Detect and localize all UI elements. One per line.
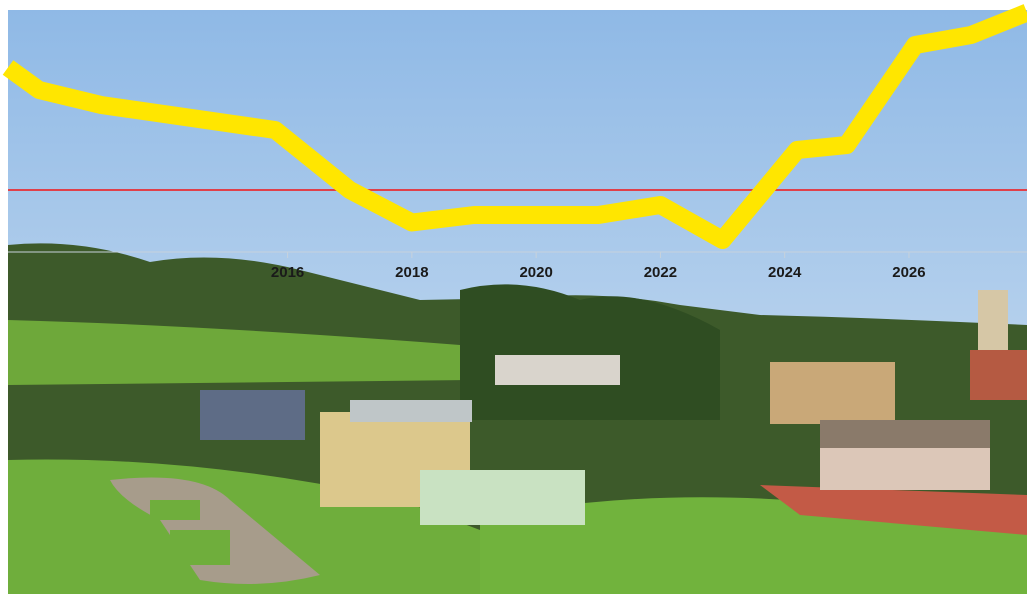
page: {"chart_data": {"type": "line", "x": [20… (0, 0, 1027, 594)
chart: 2016 2018 2020 2022 2024 2026 (0, 0, 1027, 594)
x-tick-label: 2026 (892, 264, 925, 281)
x-tick-label: 2022 (644, 264, 677, 281)
x-tick-label: 2020 (519, 264, 552, 281)
x-tick-label: 2024 (768, 264, 802, 281)
x-tick-label: 2018 (395, 264, 428, 281)
x-tick-label: 2016 (271, 264, 304, 281)
